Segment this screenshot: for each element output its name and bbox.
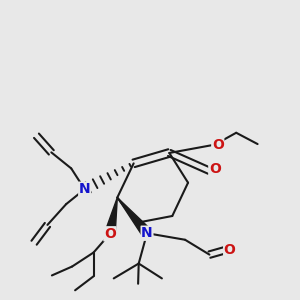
- Text: O: O: [209, 162, 221, 176]
- Text: O: O: [212, 138, 224, 152]
- Text: O: O: [104, 227, 116, 241]
- Text: N: N: [79, 182, 90, 196]
- Polygon shape: [105, 198, 117, 235]
- Text: N: N: [141, 226, 153, 240]
- Text: O: O: [224, 243, 236, 256]
- Polygon shape: [117, 198, 151, 237]
